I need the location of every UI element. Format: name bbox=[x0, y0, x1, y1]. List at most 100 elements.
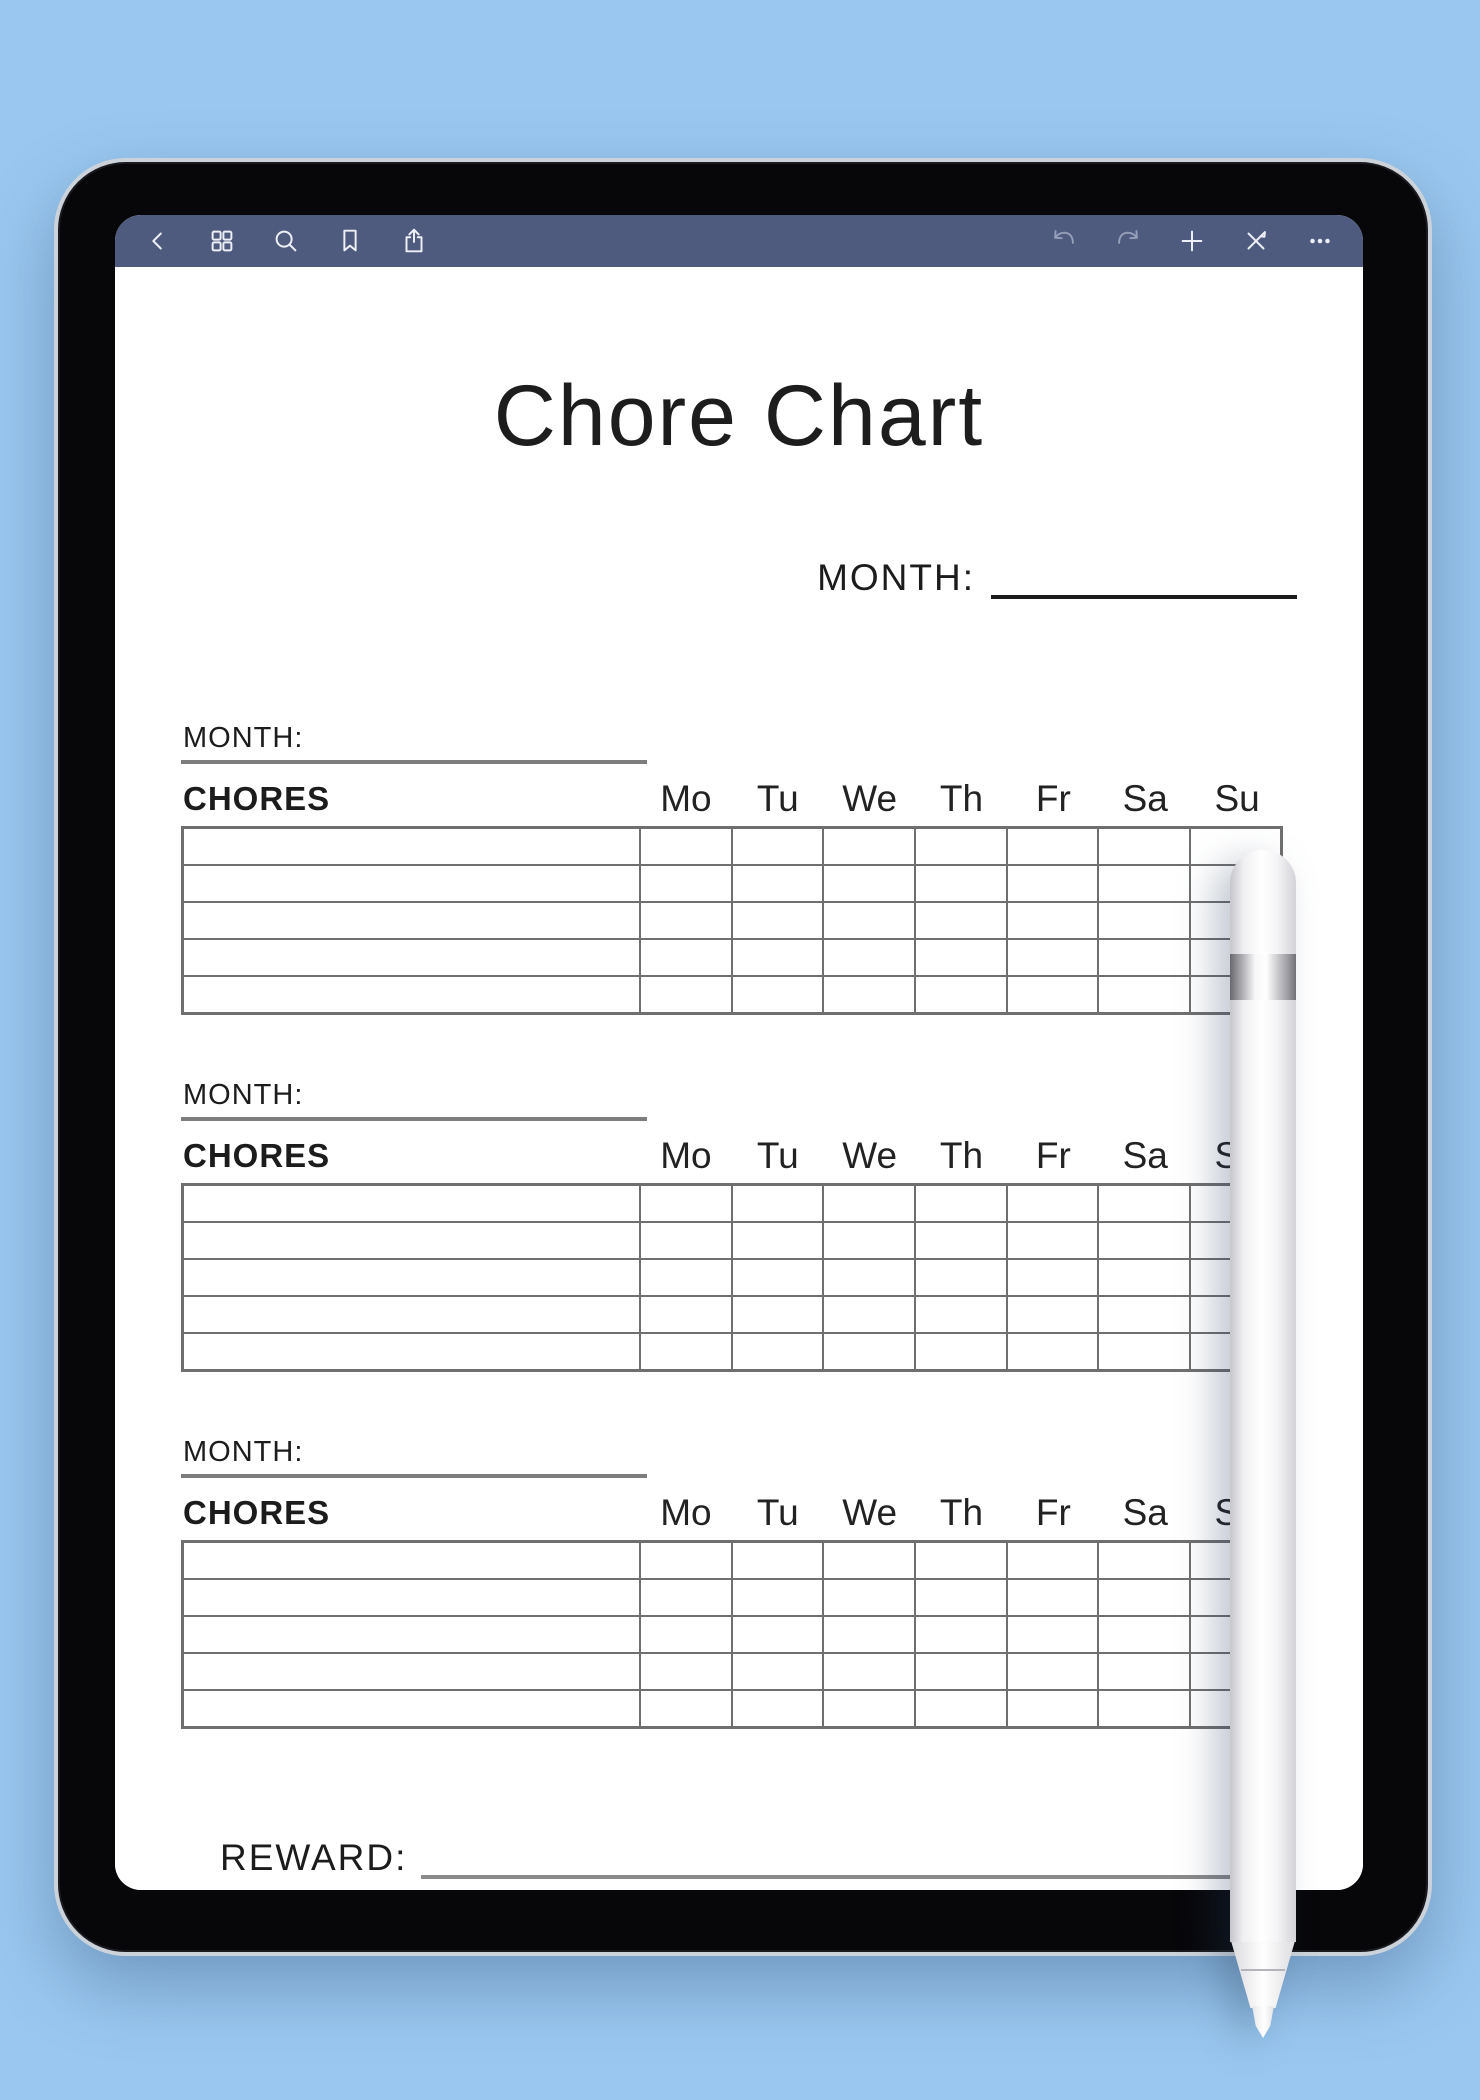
day-check-cell[interactable] bbox=[822, 1332, 916, 1372]
day-check-cell[interactable] bbox=[1005, 975, 1100, 1015]
month-fill-line[interactable] bbox=[991, 555, 1297, 599]
chore-name-cell[interactable] bbox=[181, 1183, 641, 1223]
day-check-cell[interactable] bbox=[913, 1183, 1008, 1223]
day-check-cell[interactable] bbox=[822, 1221, 916, 1260]
month-fill-line[interactable] bbox=[181, 1474, 647, 1478]
day-check-cell[interactable] bbox=[913, 1295, 1008, 1334]
more-icon[interactable] bbox=[1303, 224, 1337, 258]
day-check-cell[interactable] bbox=[1097, 1540, 1191, 1580]
day-check-cell[interactable] bbox=[639, 1183, 733, 1223]
day-check-cell[interactable] bbox=[913, 1540, 1008, 1580]
day-check-cell[interactable] bbox=[822, 1183, 916, 1223]
day-check-cell[interactable] bbox=[1097, 975, 1191, 1015]
day-check-cell[interactable] bbox=[913, 1652, 1008, 1691]
chore-name-cell[interactable] bbox=[181, 975, 641, 1015]
month-fill-line[interactable] bbox=[181, 1117, 647, 1121]
day-check-cell[interactable] bbox=[1005, 1689, 1100, 1729]
day-check-cell[interactable] bbox=[1097, 901, 1191, 940]
pages-grid-icon[interactable] bbox=[205, 224, 239, 258]
day-check-cell[interactable] bbox=[822, 1615, 916, 1654]
day-check-cell[interactable] bbox=[730, 1221, 825, 1260]
day-check-cell[interactable] bbox=[1005, 1183, 1100, 1223]
day-check-cell[interactable] bbox=[639, 1221, 733, 1260]
add-icon[interactable] bbox=[1175, 224, 1209, 258]
chore-name-cell[interactable] bbox=[181, 1689, 641, 1729]
day-check-cell[interactable] bbox=[730, 975, 825, 1015]
day-check-cell[interactable] bbox=[1097, 826, 1191, 866]
chore-name-cell[interactable] bbox=[181, 938, 641, 977]
day-check-cell[interactable] bbox=[913, 864, 1008, 903]
day-check-cell[interactable] bbox=[1005, 1332, 1100, 1372]
day-check-cell[interactable] bbox=[822, 1258, 916, 1297]
day-check-cell[interactable] bbox=[1097, 1295, 1191, 1334]
day-check-cell[interactable] bbox=[913, 826, 1008, 866]
day-check-cell[interactable] bbox=[1005, 901, 1100, 940]
chore-name-cell[interactable] bbox=[181, 1652, 641, 1691]
pen-crossed-icon[interactable] bbox=[1239, 224, 1273, 258]
day-check-cell[interactable] bbox=[730, 1183, 825, 1223]
day-check-cell[interactable] bbox=[730, 1615, 825, 1654]
day-check-cell[interactable] bbox=[913, 1258, 1008, 1297]
chore-name-cell[interactable] bbox=[181, 1221, 641, 1260]
day-check-cell[interactable] bbox=[913, 1578, 1008, 1617]
day-check-cell[interactable] bbox=[1005, 938, 1100, 977]
chore-name-cell[interactable] bbox=[181, 1615, 641, 1654]
search-icon[interactable] bbox=[269, 224, 303, 258]
chore-name-cell[interactable] bbox=[181, 1540, 641, 1580]
day-check-cell[interactable] bbox=[1005, 1221, 1100, 1260]
day-check-cell[interactable] bbox=[1005, 826, 1100, 866]
day-check-cell[interactable] bbox=[730, 1689, 825, 1729]
chore-name-cell[interactable] bbox=[181, 826, 641, 866]
day-check-cell[interactable] bbox=[639, 1652, 733, 1691]
day-check-cell[interactable] bbox=[913, 1615, 1008, 1654]
day-check-cell[interactable] bbox=[639, 1540, 733, 1580]
day-check-cell[interactable] bbox=[913, 901, 1008, 940]
day-check-cell[interactable] bbox=[730, 826, 825, 866]
day-check-cell[interactable] bbox=[1097, 1578, 1191, 1617]
day-check-cell[interactable] bbox=[639, 1578, 733, 1617]
day-check-cell[interactable] bbox=[1005, 1578, 1100, 1617]
day-check-cell[interactable] bbox=[1005, 1615, 1100, 1654]
day-check-cell[interactable] bbox=[730, 1652, 825, 1691]
day-check-cell[interactable] bbox=[1005, 1295, 1100, 1334]
redo-icon[interactable] bbox=[1111, 224, 1145, 258]
day-check-cell[interactable] bbox=[639, 1332, 733, 1372]
chore-name-cell[interactable] bbox=[181, 1258, 641, 1297]
day-check-cell[interactable] bbox=[913, 1221, 1008, 1260]
day-check-cell[interactable] bbox=[1097, 864, 1191, 903]
chore-name-cell[interactable] bbox=[181, 864, 641, 903]
day-check-cell[interactable] bbox=[822, 901, 916, 940]
chore-name-cell[interactable] bbox=[181, 1578, 641, 1617]
day-check-cell[interactable] bbox=[822, 938, 916, 977]
back-icon[interactable] bbox=[141, 224, 175, 258]
day-check-cell[interactable] bbox=[1097, 1221, 1191, 1260]
chore-name-cell[interactable] bbox=[181, 1332, 641, 1372]
day-check-cell[interactable] bbox=[730, 864, 825, 903]
day-check-cell[interactable] bbox=[730, 938, 825, 977]
day-check-cell[interactable] bbox=[1097, 1183, 1191, 1223]
day-check-cell[interactable] bbox=[822, 1652, 916, 1691]
day-check-cell[interactable] bbox=[913, 938, 1008, 977]
day-check-cell[interactable] bbox=[1097, 1689, 1191, 1729]
chore-name-cell[interactable] bbox=[181, 901, 641, 940]
day-check-cell[interactable] bbox=[730, 1540, 825, 1580]
day-check-cell[interactable] bbox=[1097, 1332, 1191, 1372]
day-check-cell[interactable] bbox=[1005, 1540, 1100, 1580]
day-check-cell[interactable] bbox=[1097, 1652, 1191, 1691]
day-check-cell[interactable] bbox=[730, 1258, 825, 1297]
day-check-cell[interactable] bbox=[639, 975, 733, 1015]
share-icon[interactable] bbox=[397, 224, 431, 258]
day-check-cell[interactable] bbox=[1005, 1258, 1100, 1297]
day-check-cell[interactable] bbox=[822, 1689, 916, 1729]
day-check-cell[interactable] bbox=[822, 826, 916, 866]
day-check-cell[interactable] bbox=[1005, 1652, 1100, 1691]
day-check-cell[interactable] bbox=[639, 826, 733, 866]
day-check-cell[interactable] bbox=[1097, 1615, 1191, 1654]
day-check-cell[interactable] bbox=[730, 1295, 825, 1334]
day-check-cell[interactable] bbox=[822, 864, 916, 903]
day-check-cell[interactable] bbox=[730, 1578, 825, 1617]
day-check-cell[interactable] bbox=[730, 1332, 825, 1372]
day-check-cell[interactable] bbox=[913, 975, 1008, 1015]
bookmark-icon[interactable] bbox=[333, 224, 367, 258]
day-check-cell[interactable] bbox=[1097, 938, 1191, 977]
